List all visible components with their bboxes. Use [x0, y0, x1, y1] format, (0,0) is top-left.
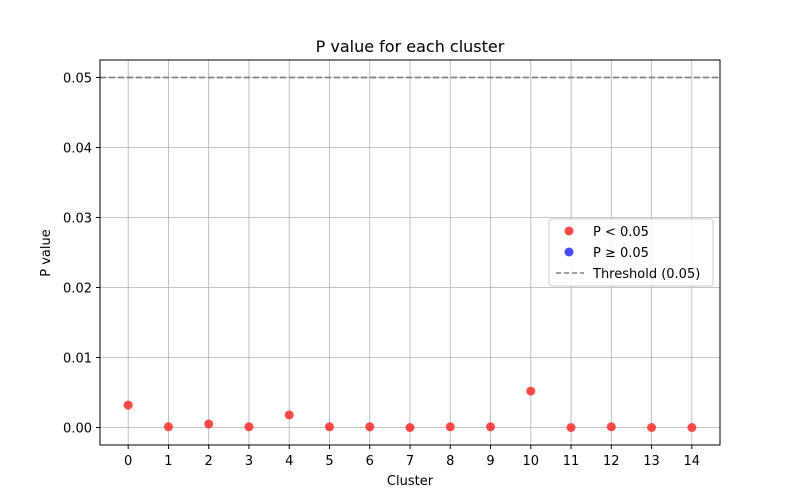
x-tick-label: 6	[366, 454, 374, 469]
x-axis-ticks: 0 1 2 3 4 5 6 7 8 9 10 11 12 13 14	[124, 445, 700, 469]
y-tick-label: 0.02	[63, 282, 92, 297]
data-point-cluster-5	[324, 422, 334, 432]
x-tick-label: 8	[446, 454, 454, 469]
legend-box	[548, 218, 714, 287]
data-point-cluster-13	[647, 423, 657, 432]
data-point-cluster-6	[365, 422, 375, 432]
y-tick-label: 0.04	[63, 142, 92, 157]
y-axis-ticks: 0.00 0.01 0.02 0.03 0.04 0.05	[63, 72, 100, 437]
y-tick-label: 0.05	[63, 72, 92, 87]
data-point-cluster-3	[244, 422, 254, 432]
legend-label-threshold: Threshold (0.05)	[592, 267, 700, 282]
x-tick-label: 9	[486, 454, 494, 469]
x-tick-label: 4	[285, 454, 293, 469]
x-tick-label: 12	[603, 454, 620, 469]
x-tick-label: 0	[124, 454, 132, 469]
data-point-cluster-12	[606, 422, 616, 432]
legend-label-p-less: P < 0.05	[593, 225, 649, 240]
x-axis-label: Cluster	[387, 474, 434, 489]
legend-marker-blue	[564, 247, 574, 257]
x-tick-label: 1	[164, 454, 172, 469]
y-tick-label: 0.03	[63, 212, 92, 227]
y-tick-label: 0.01	[63, 352, 92, 367]
legend-marker-red	[564, 226, 574, 236]
y-tick-label: 0.00	[63, 422, 92, 437]
data-point-cluster-14	[687, 423, 697, 432]
data-point-cluster-4	[284, 410, 294, 420]
data-point-cluster-1	[163, 422, 173, 432]
x-tick-label: 14	[684, 454, 701, 469]
x-tick-label: 5	[325, 454, 333, 469]
data-point-cluster-7	[405, 423, 415, 432]
x-tick-label: 11	[563, 454, 580, 469]
x-tick-label: 3	[245, 454, 253, 469]
x-tick-label: 10	[523, 454, 540, 469]
data-points	[123, 386, 697, 432]
data-point-cluster-9	[486, 422, 496, 432]
x-tick-label: 2	[205, 454, 213, 469]
y-axis-label: P value	[39, 229, 54, 276]
legend-label-p-geq: P ≥ 0.05	[593, 246, 649, 261]
data-point-cluster-8	[445, 422, 455, 432]
data-point-cluster-0	[123, 400, 133, 410]
legend: P < 0.05 P ≥ 0.05 Threshold (0.05)	[548, 218, 714, 287]
data-point-cluster-2	[204, 419, 214, 429]
x-tick-label: 13	[643, 454, 660, 469]
chart-title: P value for each cluster	[316, 37, 505, 56]
data-point-cluster-10	[526, 386, 536, 396]
data-point-cluster-11	[566, 423, 576, 432]
x-tick-label: 7	[406, 454, 414, 469]
